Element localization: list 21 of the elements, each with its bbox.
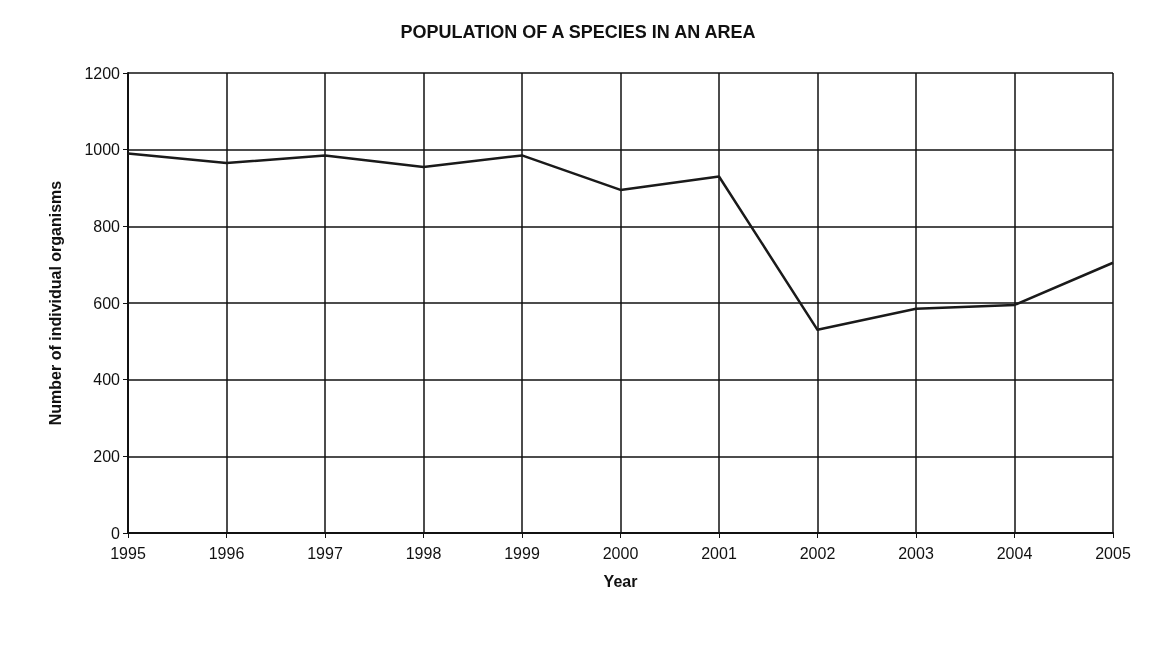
y-tick-label: 1200 [84, 64, 121, 82]
x-tick-label: 1995 [110, 544, 146, 562]
x-tick-label: 2003 [898, 544, 934, 562]
x-tick-label: 1996 [208, 544, 245, 562]
x-tick-label: 1998 [405, 544, 442, 562]
chart-title: POPULATION OF A SPECIES IN AN AREA [400, 22, 756, 42]
y-tick-label: 600 [93, 294, 121, 312]
y-tick-label: 200 [93, 447, 121, 465]
x-tick-label: 2004 [996, 544, 1033, 562]
x-tick-label: 2005 [1095, 544, 1131, 562]
y-tick-label: 1000 [84, 141, 121, 159]
y-tick-label: 400 [93, 371, 121, 389]
x-tick-label: 1999 [504, 544, 540, 562]
x-axis-title: Year [603, 572, 638, 590]
x-tick-label: 2001 [701, 544, 737, 562]
x-tick-label: 2000 [602, 544, 639, 562]
y-tick-label: 800 [93, 217, 121, 235]
y-tick-label: 0 [111, 524, 121, 542]
y-axis-title: Number of individual organisms [46, 180, 64, 426]
x-tick-label: 1997 [307, 544, 343, 562]
x-tick-label: 2002 [799, 544, 836, 562]
